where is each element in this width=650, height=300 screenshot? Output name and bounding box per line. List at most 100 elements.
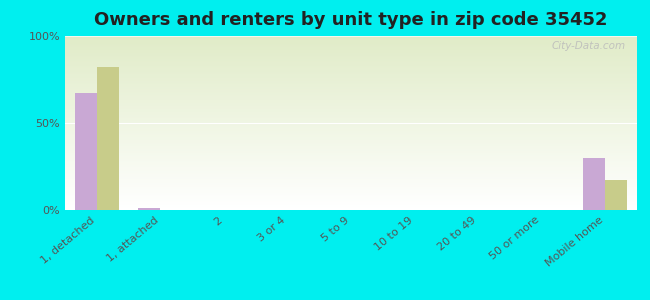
Bar — [65, 43, 637, 44]
Bar — [65, 113, 637, 114]
Bar — [65, 46, 637, 47]
Bar — [65, 123, 637, 124]
Bar — [65, 112, 637, 113]
Bar — [65, 115, 637, 116]
Bar — [65, 116, 637, 117]
Bar — [65, 128, 637, 129]
Bar — [65, 45, 637, 46]
Bar — [65, 200, 637, 201]
Bar — [65, 54, 637, 55]
Title: Owners and renters by unit type in zip code 35452: Owners and renters by unit type in zip c… — [94, 11, 608, 29]
Bar — [65, 41, 637, 42]
Bar — [65, 196, 637, 197]
Bar — [65, 111, 637, 112]
Bar — [65, 133, 637, 134]
Bar — [65, 48, 637, 49]
Bar — [65, 191, 637, 192]
Bar — [65, 80, 637, 81]
Bar — [65, 104, 637, 105]
Bar — [65, 97, 637, 98]
Bar — [65, 56, 637, 57]
Bar — [65, 134, 637, 135]
Bar — [65, 176, 637, 177]
Bar — [65, 84, 637, 85]
Bar — [65, 50, 637, 51]
Bar — [65, 52, 637, 53]
Bar — [65, 129, 637, 130]
Bar — [65, 149, 637, 150]
Bar — [65, 51, 637, 52]
Bar — [65, 122, 637, 123]
Bar — [65, 208, 637, 209]
Bar — [65, 39, 637, 40]
Bar — [65, 109, 637, 110]
Bar — [65, 202, 637, 203]
Bar — [65, 59, 637, 60]
Bar — [65, 140, 637, 141]
Bar — [65, 75, 637, 76]
Bar — [65, 65, 637, 66]
Bar — [65, 78, 637, 79]
Bar — [65, 158, 637, 159]
Bar — [65, 161, 637, 162]
Bar — [65, 180, 637, 181]
Bar — [65, 136, 637, 137]
Bar — [65, 177, 637, 178]
Bar — [65, 151, 637, 152]
Bar — [65, 156, 637, 157]
Bar — [65, 76, 637, 77]
Bar — [65, 153, 637, 154]
Bar — [65, 147, 637, 148]
Bar — [65, 127, 637, 128]
Bar — [65, 105, 637, 106]
Bar — [65, 62, 637, 63]
Bar — [65, 183, 637, 184]
Bar — [65, 95, 637, 96]
Bar — [65, 64, 637, 65]
Bar — [65, 207, 637, 208]
Bar — [65, 189, 637, 190]
Bar — [65, 174, 637, 175]
Bar — [65, 126, 637, 127]
Bar — [65, 87, 637, 88]
Bar — [65, 74, 637, 75]
Bar — [65, 165, 637, 166]
Bar — [65, 89, 637, 90]
Bar — [65, 204, 637, 205]
Bar — [65, 171, 637, 172]
Bar — [65, 154, 637, 155]
Bar — [65, 175, 637, 176]
Bar — [65, 131, 637, 132]
Bar — [65, 72, 637, 73]
Bar — [65, 142, 637, 143]
Bar — [65, 172, 637, 173]
Bar — [65, 60, 637, 61]
Bar — [65, 73, 637, 74]
Bar — [65, 90, 637, 91]
Bar — [65, 199, 637, 200]
Bar — [65, 47, 637, 48]
Bar — [65, 197, 637, 198]
Bar — [65, 77, 637, 78]
Bar — [65, 135, 637, 136]
Bar — [65, 103, 637, 104]
Bar — [65, 163, 637, 164]
Bar — [65, 137, 637, 138]
Bar — [65, 152, 637, 153]
Bar — [65, 205, 637, 206]
Bar — [65, 121, 637, 122]
Bar — [65, 96, 637, 97]
Bar — [65, 42, 637, 43]
Bar — [65, 53, 637, 54]
Bar — [65, 67, 637, 68]
Bar — [65, 195, 637, 196]
Bar — [65, 40, 637, 41]
Bar — [65, 173, 637, 174]
Bar — [65, 63, 637, 64]
Bar — [65, 160, 637, 161]
Bar — [65, 91, 637, 92]
Bar — [65, 203, 637, 204]
Bar — [65, 168, 637, 169]
Bar — [138, 208, 161, 210]
Bar — [65, 130, 637, 131]
